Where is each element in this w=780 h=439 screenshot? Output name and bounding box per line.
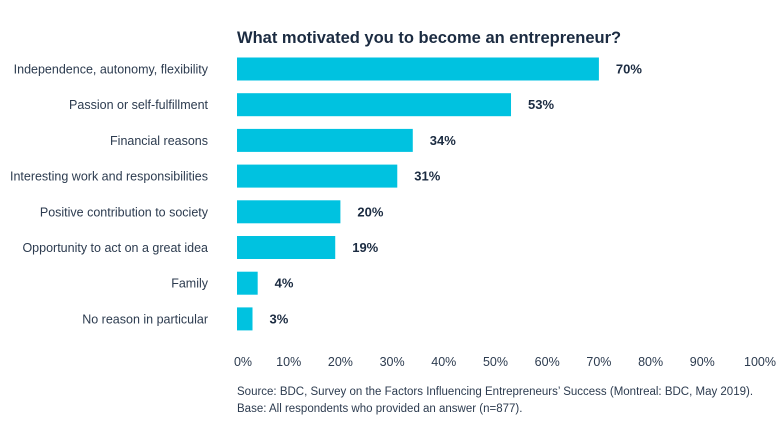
x-tick-label: 90%	[690, 355, 715, 369]
bar	[237, 236, 336, 259]
category-label: Opportunity to act on a great idea	[22, 241, 208, 255]
category-label: Positive contribution to society	[40, 205, 209, 219]
x-tick-label: 70%	[586, 355, 611, 369]
category-label: Interesting work and responsibilities	[10, 170, 208, 184]
value-label: 20%	[357, 204, 383, 219]
category-label: Independence, autonomy, flexibility	[14, 63, 209, 77]
value-label: 34%	[430, 133, 456, 148]
x-tick-label: 0%	[234, 355, 252, 369]
x-tick-label: 20%	[328, 355, 353, 369]
bar	[237, 164, 398, 188]
value-label: 4%	[275, 276, 294, 291]
source-note: Source: BDC, Survey on the Factors Influ…	[237, 386, 753, 398]
x-axis-ticks: 0% 10% 20% 30% 40% 50% 60% 70% 80% 90% 100%	[234, 355, 776, 369]
category-label: Financial reasons	[110, 134, 208, 148]
bars-group: Independence, autonomy, flexibility 70% Pa…	[10, 57, 642, 331]
value-label: 70%	[616, 62, 642, 77]
x-tick-label: 10%	[276, 355, 301, 369]
category-label: Family	[171, 277, 209, 291]
x-tick-label: 30%	[380, 355, 405, 369]
value-label: 3%	[270, 311, 289, 326]
bar	[237, 93, 512, 117]
category-label: Passion or self-fulfillment	[69, 98, 208, 112]
x-tick-label: 80%	[638, 355, 663, 369]
x-tick-label: 100%	[744, 355, 776, 369]
bar	[237, 200, 341, 224]
bar	[237, 128, 413, 152]
value-label: 31%	[414, 169, 440, 184]
bar	[237, 307, 253, 331]
x-tick-label: 60%	[535, 355, 560, 369]
base-note: Base: All respondents who provided an an…	[237, 403, 522, 415]
bar	[237, 271, 258, 295]
bar	[237, 57, 599, 81]
x-tick-label: 40%	[431, 355, 456, 369]
value-label: 19%	[352, 240, 378, 255]
chart-title: What motivated you to become an entrepre…	[237, 29, 621, 47]
x-tick-label: 50%	[483, 355, 508, 369]
category-label: No reason in particular	[82, 312, 208, 326]
value-label: 53%	[528, 97, 554, 112]
